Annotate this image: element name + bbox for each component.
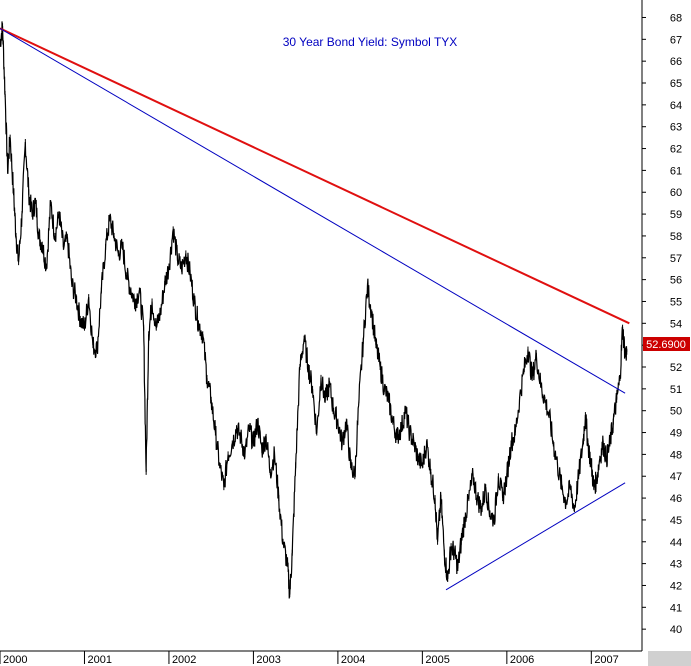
y-tick-label: 61 [670,165,682,177]
y-tick-label: 41 [670,602,682,614]
last-value-tag: 52.6900 [643,337,690,351]
x-tick-label: 2004 [341,654,365,666]
x-tick-label: 2002 [172,654,196,666]
y-tick-label: 60 [670,187,682,199]
y-tick-label: 45 [670,515,682,527]
last-value-tag-text: 52.6900 [646,339,686,351]
x-axis-ticks: 2000 2001 2002 2003 2004 2005 2006 2007 [0,651,619,666]
y-tick-label: 62 [670,144,682,156]
trendline-2 [0,27,626,394]
y-tick-label: 56 [670,275,682,287]
x-tick-label: 2003 [256,654,280,666]
y-tick-label: 51 [670,384,682,396]
trendline-layer [0,27,630,591]
y-tick-label: 49 [670,428,682,440]
corner-box [648,651,691,666]
y-tick-label: 47 [670,471,682,483]
x-tick-label: 2006 [510,654,534,666]
y-tick-label: 63 [670,122,682,134]
y-tick-label: 59 [670,209,682,221]
x-tick-label: 2001 [87,654,111,666]
y-tick-label: 43 [670,559,682,571]
trendline-3 [445,482,626,591]
y-tick-label: 40 [670,624,682,636]
price-series-line [0,21,628,599]
price-line-layer [0,21,628,599]
x-tick-label: 2007 [594,654,618,666]
y-tick-label: 52 [670,362,682,374]
y-tick-label: 54 [670,318,682,330]
last-value-tag-background [643,337,690,351]
y-axis-ticks: 4041424344454647484950515253545556575859… [642,12,682,636]
y-tick-label: 65 [670,78,682,90]
x-tick-label: 2000 [3,654,27,666]
y-tick-label: 64 [670,100,682,112]
trendline-1 [0,27,630,325]
y-tick-label: 67 [670,34,682,46]
y-tick-label: 68 [670,12,682,24]
y-tick-label: 42 [670,580,682,592]
y-tick-label: 66 [670,56,682,68]
y-tick-label: 44 [670,537,682,549]
y-tick-label: 57 [670,253,682,265]
x-tick-label: 2005 [425,654,449,666]
chart-title: 30 Year Bond Yield: Symbol TYX [283,35,458,49]
y-tick-label: 55 [670,296,682,308]
y-tick-label: 46 [670,493,682,505]
y-tick-label: 48 [670,449,682,461]
y-tick-label: 50 [670,406,682,418]
y-tick-label: 58 [670,231,682,243]
